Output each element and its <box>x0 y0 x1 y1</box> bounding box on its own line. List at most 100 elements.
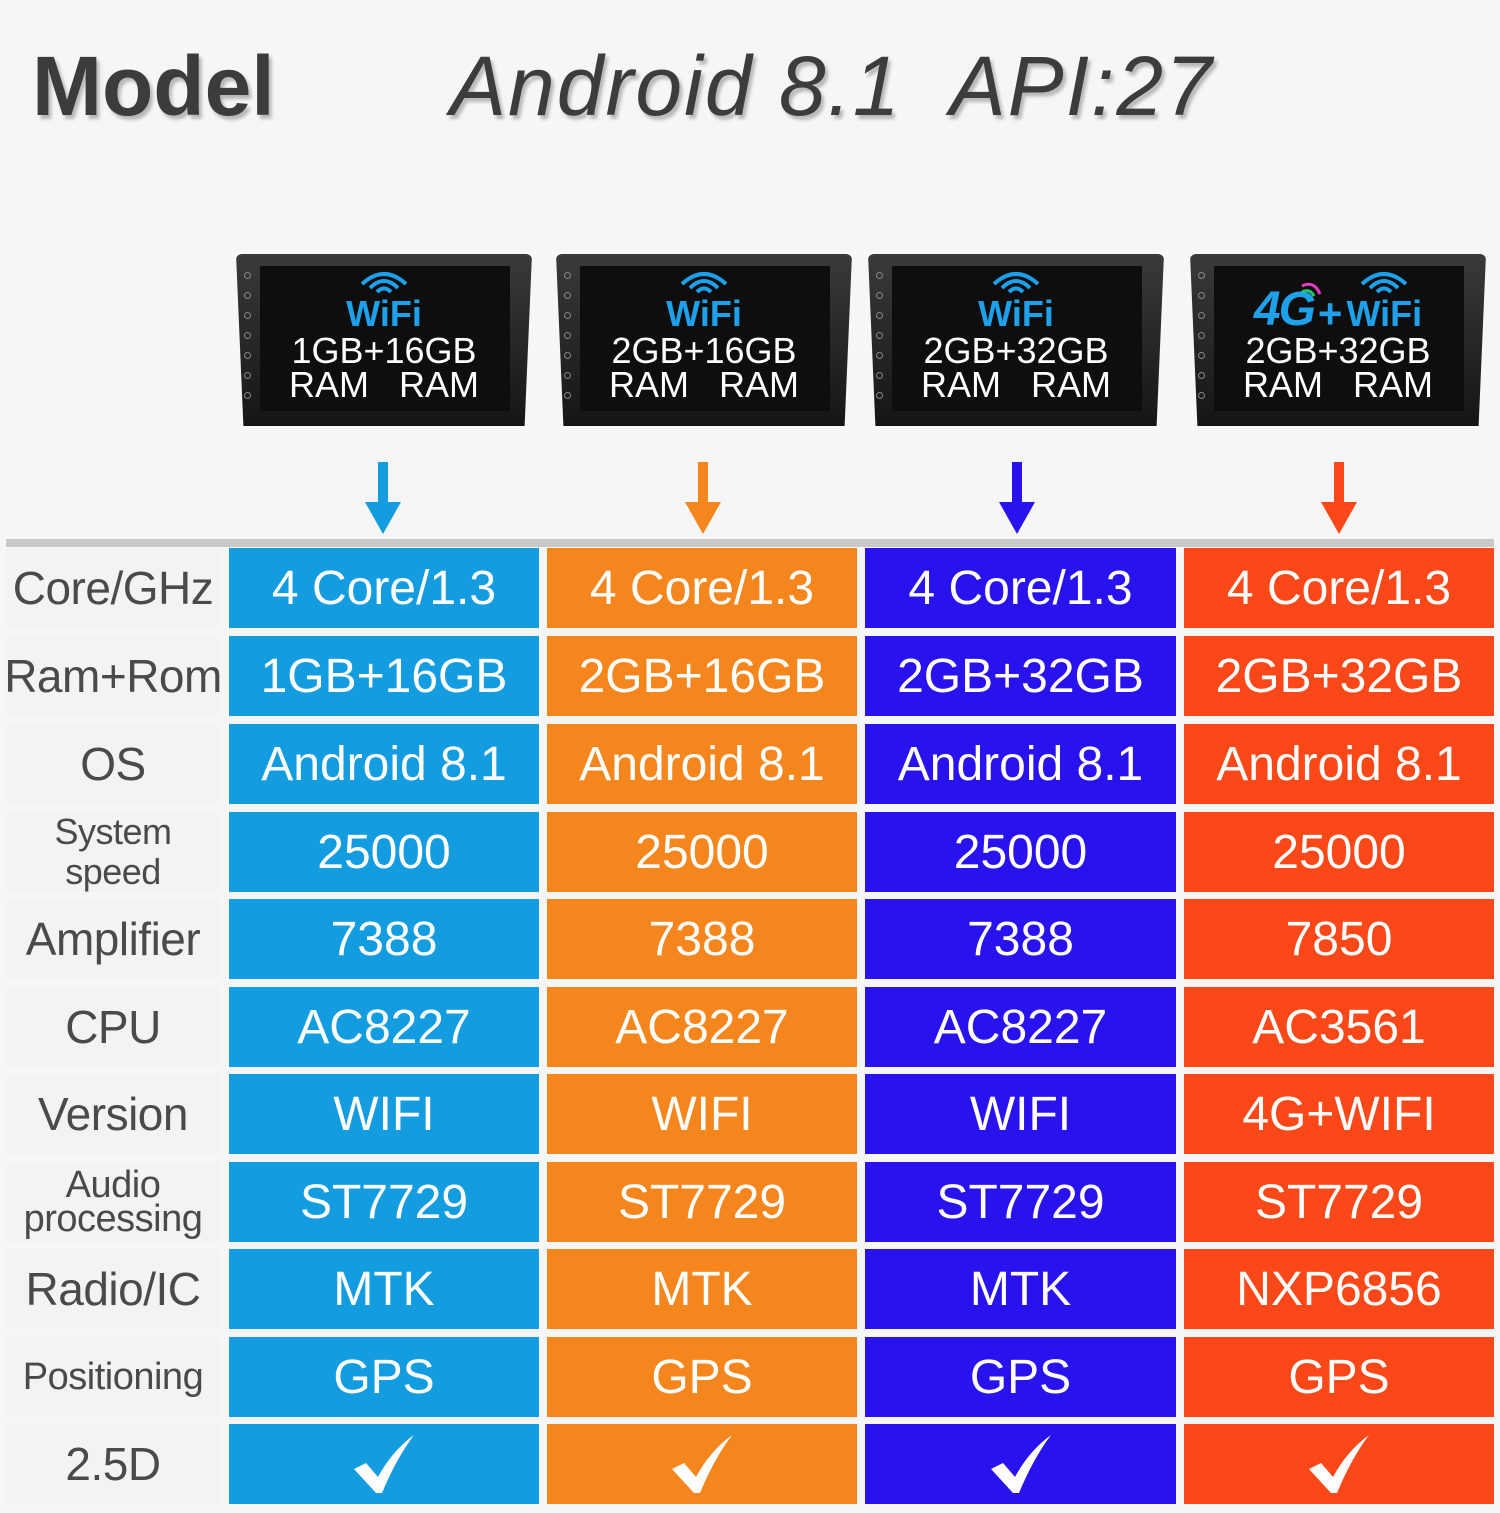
row-label: Positioning <box>6 1337 220 1417</box>
table-row: OS Android 8.1 Android 8.1 Android 8.1 A… <box>0 724 1500 804</box>
table-cell: 4 Core/1.3 <box>865 548 1176 628</box>
table-cell: 25000 <box>229 812 539 892</box>
wifi-icon <box>1360 272 1408 294</box>
row-label: Core/GHz <box>6 548 220 628</box>
table-cell: AC8227 <box>865 987 1176 1067</box>
table-cell: Android 8.1 <box>1184 724 1494 804</box>
row-label: Amplifier <box>6 899 220 979</box>
table-cell: 25000 <box>1184 812 1494 892</box>
device-ram-label: RAM <box>289 364 369 405</box>
arrow-down-icon <box>1321 462 1357 534</box>
wifi-logo: WiFi <box>978 272 1054 332</box>
table-cell: ST7729 <box>1184 1162 1494 1242</box>
table-cell: 7388 <box>547 899 857 979</box>
table-cell: 2GB+16GB <box>547 636 857 716</box>
table-cell: ST7729 <box>229 1162 539 1242</box>
plus-sign: + <box>1317 290 1343 337</box>
device-spec: 2GB+32GB <box>923 330 1109 371</box>
table-cell: NXP6856 <box>1184 1249 1494 1329</box>
device-spec: 2GB+32GB <box>1245 330 1431 371</box>
table-cell: Android 8.1 <box>865 724 1176 804</box>
row-label: Radio/IC <box>6 1249 220 1329</box>
wifi-logo: WiFi <box>666 272 742 332</box>
table-divider <box>6 539 1494 547</box>
device-ram-label: RAM <box>921 364 1001 405</box>
row-label: Ram+Rom <box>4 636 222 716</box>
row-label: CPU <box>6 987 220 1067</box>
table-cell: ST7729 <box>865 1162 1176 1242</box>
device-rom-label: RAM <box>1031 364 1111 405</box>
table-cell: 2GB+32GB <box>865 636 1176 716</box>
device-side-buttons <box>244 272 252 412</box>
table-row: 2.5D <box>0 1424 1500 1504</box>
signal-arc-icon <box>1301 282 1322 297</box>
wifi-icon <box>360 272 408 294</box>
device-ram-label: RAM <box>609 364 689 405</box>
table-cell: Android 8.1 <box>229 724 539 804</box>
table-cell: AC3561 <box>1184 987 1494 1067</box>
table-cell: GPS <box>1184 1337 1494 1417</box>
4g-logo: 4G <box>1254 282 1322 334</box>
table-cell: 25000 <box>865 812 1176 892</box>
device-rom-label: RAM <box>399 364 479 405</box>
device-side-buttons <box>564 272 572 412</box>
table-cell: 7388 <box>229 899 539 979</box>
table-cell: WIFI <box>229 1074 539 1154</box>
table-cell: GPS <box>865 1337 1176 1417</box>
check-icon <box>1309 1435 1369 1493</box>
table-cell: 25000 <box>547 812 857 892</box>
table-row: Core/GHz 4 Core/1.3 4 Core/1.3 4 Core/1.… <box>0 548 1500 628</box>
table-cell <box>1184 1424 1494 1504</box>
row-label: Audio processing <box>6 1162 220 1242</box>
table-cell: MTK <box>229 1249 539 1329</box>
device-image-2: WiFi 2GB+16GB RAM RAM <box>556 254 852 426</box>
row-label: OS <box>6 724 220 804</box>
device-image-1: WiFi 1GB+16GB RAM RAM <box>236 254 532 426</box>
table-cell: MTK <box>865 1249 1176 1329</box>
row-label: System speed <box>6 812 220 892</box>
table-row: Audio processing ST7729 ST7729 ST7729 ST… <box>0 1162 1500 1242</box>
table-row: Version WIFI WIFI WIFI 4G+WIFI <box>0 1074 1500 1154</box>
device-image-3: WiFi 2GB+32GB RAM RAM <box>868 254 1164 426</box>
device-ram-label: RAM <box>1243 364 1323 405</box>
check-icon <box>354 1435 414 1493</box>
table-cell <box>865 1424 1176 1504</box>
table-cell: 7388 <box>865 899 1176 979</box>
table-cell: 1GB+16GB <box>229 636 539 716</box>
table-cell: AC8227 <box>547 987 857 1067</box>
table-cell: AC8227 <box>229 987 539 1067</box>
heading-api: API:27 <box>949 39 1214 133</box>
heading-android-api: Android 8.1 API:27 <box>450 38 1262 135</box>
table-cell: WIFI <box>547 1074 857 1154</box>
table-row: Amplifier 7388 7388 7388 7850 <box>0 899 1500 979</box>
table-cell: 2GB+32GB <box>1184 636 1494 716</box>
table-cell: GPS <box>229 1337 539 1417</box>
table-cell: 7850 <box>1184 899 1494 979</box>
table-cell: 4 Core/1.3 <box>229 548 539 628</box>
table-row: Radio/IC MTK MTK MTK NXP6856 <box>0 1249 1500 1329</box>
device-side-buttons <box>1198 272 1206 412</box>
arrow-down-icon <box>685 462 721 534</box>
device-rom-label: RAM <box>719 364 799 405</box>
heading-model: Model <box>32 39 275 133</box>
heading-android: Android 8.1 <box>450 39 902 133</box>
table-cell: 4 Core/1.3 <box>1184 548 1494 628</box>
table-cell <box>547 1424 857 1504</box>
wifi-logo: WiFi <box>346 272 422 332</box>
device-image-4: 4G + WiFi 2GB+32GB RAM RAM <box>1190 254 1486 426</box>
table-cell: MTK <box>547 1249 857 1329</box>
wifi-logo: WiFi <box>1346 272 1422 332</box>
table-cell: WIFI <box>865 1074 1176 1154</box>
check-icon <box>990 1435 1051 1493</box>
row-label: Version <box>6 1074 220 1154</box>
table-row: CPU AC8227 AC8227 AC8227 AC3561 <box>0 987 1500 1067</box>
table-cell: ST7729 <box>547 1162 857 1242</box>
table-row: Positioning GPS GPS GPS GPS <box>0 1337 1500 1417</box>
device-side-buttons <box>876 272 884 412</box>
arrow-down-icon <box>365 462 401 534</box>
table-cell <box>229 1424 539 1504</box>
check-icon <box>672 1435 732 1493</box>
table-row: System speed 25000 25000 25000 25000 <box>0 812 1500 892</box>
table-row: Ram+Rom 1GB+16GB 2GB+16GB 2GB+32GB 2GB+3… <box>0 636 1500 716</box>
table-cell: GPS <box>547 1337 857 1417</box>
